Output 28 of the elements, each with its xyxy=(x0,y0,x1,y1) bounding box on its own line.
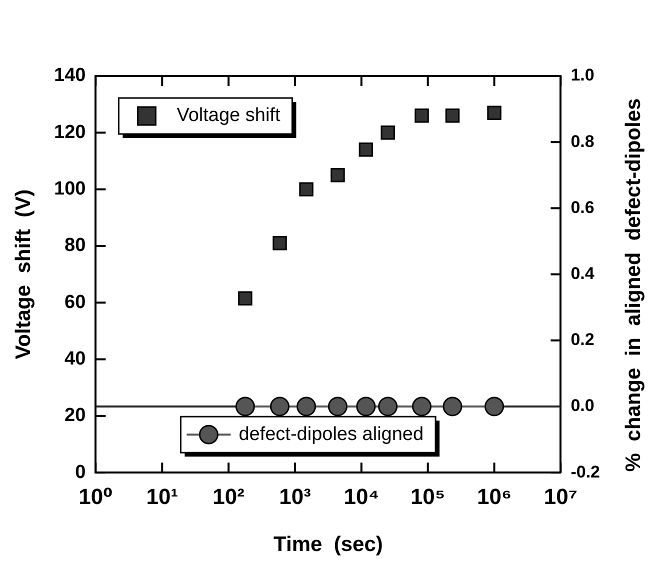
y2-tick-label: 0.8 xyxy=(570,132,594,151)
x-tick-label: 10⁴ xyxy=(344,484,380,509)
y-tick-label: 140 xyxy=(54,65,86,86)
x-tick-label: 10³ xyxy=(279,484,311,509)
y-axis-title: Voltage shift (V) xyxy=(12,189,35,360)
y2-tick-label: 0.4 xyxy=(570,264,595,283)
y2-axis-title: % change in aligned defect-dipoles xyxy=(622,98,645,472)
legend-label: Voltage shift xyxy=(176,105,281,126)
y-tick-label: 0 xyxy=(75,462,86,483)
y-tick-label: 20 xyxy=(64,405,86,426)
x-tick-label: 10² xyxy=(212,484,244,509)
x-tick-label: 10⁶ xyxy=(476,484,512,509)
y-tick-label: 100 xyxy=(54,178,86,200)
x-axis-title: Time (sec) xyxy=(274,532,383,556)
x-tick-label: 10⁷ xyxy=(544,484,578,509)
y-tick-label: 120 xyxy=(54,122,86,143)
y-tick-label: 80 xyxy=(64,235,86,256)
y2-tick-label: 0.6 xyxy=(570,198,594,217)
y2-tick-label: 0.2 xyxy=(570,330,594,350)
x-tick-label: 10¹ xyxy=(146,484,178,509)
y2-tick-label: -0.2 xyxy=(570,462,600,482)
legend-label: defect-dipoles aligned xyxy=(238,424,424,445)
y2-tick-label: 0.0 xyxy=(570,396,594,416)
x-tick-label: 10⁵ xyxy=(410,484,446,509)
x-tick-label: 10⁰ xyxy=(78,484,113,509)
y2-tick-label: 1.0 xyxy=(570,66,594,85)
y-tick-label: 40 xyxy=(64,348,86,370)
y-tick-label: 60 xyxy=(64,292,86,313)
